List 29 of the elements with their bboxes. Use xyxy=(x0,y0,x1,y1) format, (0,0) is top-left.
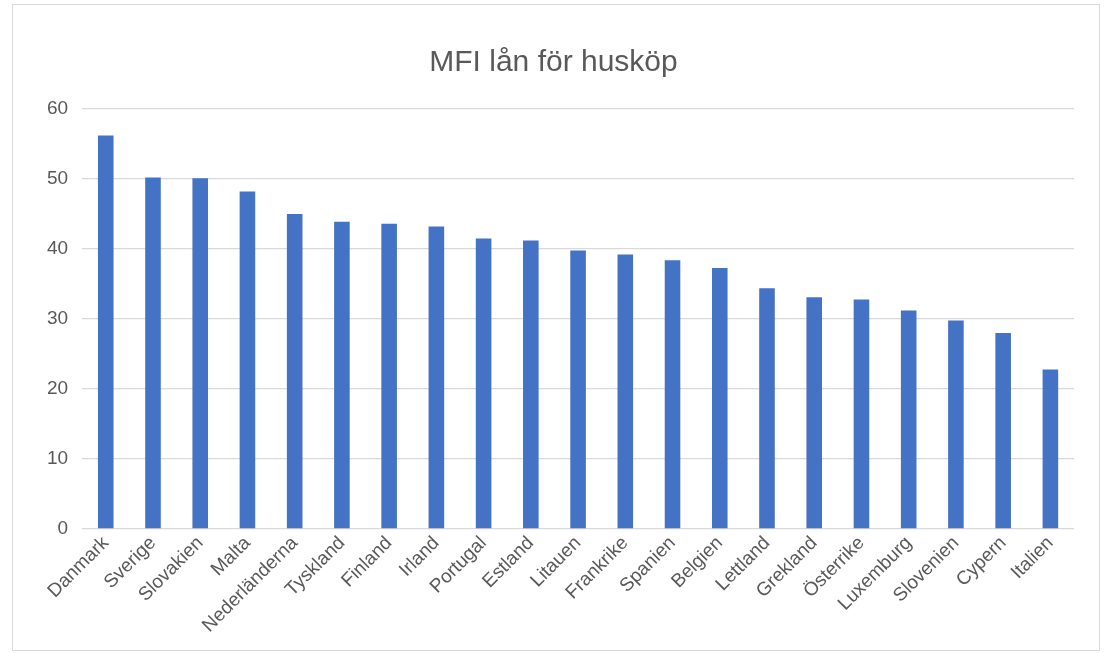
bar xyxy=(239,191,256,529)
bar xyxy=(806,297,823,529)
bar xyxy=(900,310,917,529)
bar xyxy=(192,178,209,529)
bar xyxy=(97,135,114,529)
chart-title: MFI lån för husköp xyxy=(429,44,678,78)
bar xyxy=(381,223,397,529)
bar xyxy=(334,221,350,529)
y-tick-label: 60 xyxy=(46,97,69,119)
bar xyxy=(853,299,870,529)
bar xyxy=(570,250,586,529)
y-tick-label: 50 xyxy=(46,167,69,189)
bar xyxy=(995,333,1011,529)
bar xyxy=(711,267,728,529)
y-tick-label: 10 xyxy=(46,447,69,469)
bar xyxy=(145,177,161,529)
bar xyxy=(664,260,681,529)
bar xyxy=(1042,369,1059,529)
y-tick-label: 30 xyxy=(46,307,69,329)
bar xyxy=(428,226,445,529)
bar xyxy=(617,254,634,529)
bar xyxy=(475,238,492,529)
bar xyxy=(523,240,539,529)
y-tick-label: 40 xyxy=(46,237,69,259)
bar xyxy=(286,214,303,529)
bar xyxy=(948,320,964,529)
y-tick-label: 20 xyxy=(46,377,69,399)
bar xyxy=(759,288,775,529)
y-tick-label: 0 xyxy=(57,517,69,539)
